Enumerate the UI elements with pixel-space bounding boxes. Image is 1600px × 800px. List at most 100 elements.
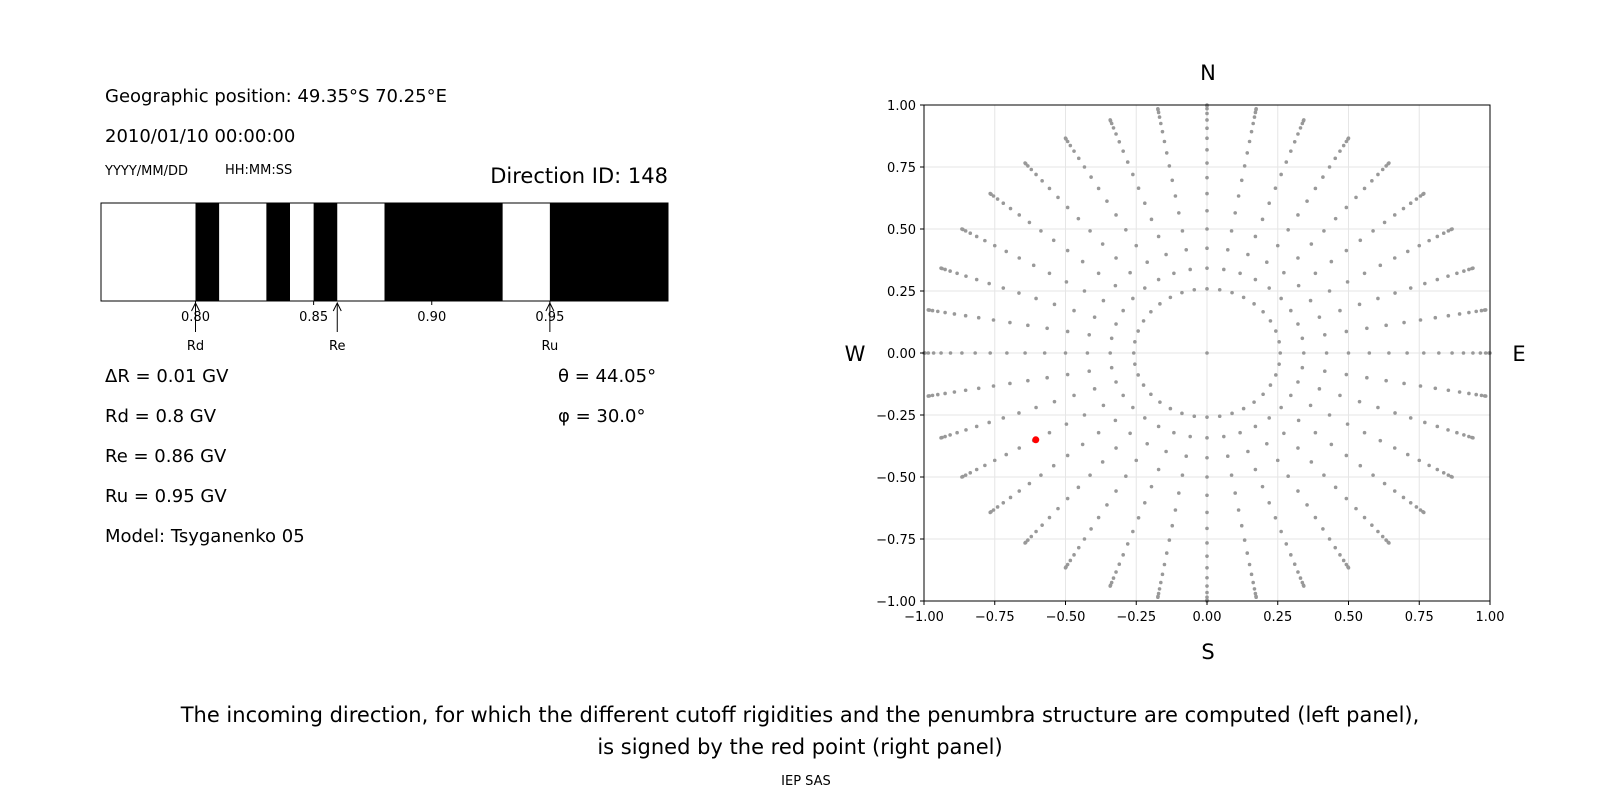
direction-point — [955, 430, 959, 435]
direction-point — [1289, 149, 1293, 153]
x-tick-label: 0.75 — [1405, 610, 1434, 625]
direction-point — [1222, 267, 1226, 272]
direction-point — [1305, 503, 1309, 507]
direction-point — [1427, 238, 1431, 243]
direction-point — [1023, 351, 1027, 355]
direction-point — [1309, 460, 1314, 464]
direction-point — [1180, 290, 1184, 295]
direction-point — [1125, 160, 1130, 164]
direction-point — [1405, 452, 1410, 457]
direction-point — [1300, 365, 1305, 370]
direction-point — [1333, 156, 1338, 161]
direction-point — [1236, 508, 1241, 512]
direction-point — [1376, 172, 1380, 177]
direction-point — [976, 315, 981, 320]
direction-point — [1117, 562, 1122, 567]
direction-point — [1417, 243, 1422, 248]
marker-arrowhead — [191, 301, 200, 312]
direction-point — [1004, 452, 1009, 457]
direction-point — [1392, 213, 1397, 217]
direction-point — [1076, 485, 1081, 490]
direction-point — [1279, 296, 1283, 301]
direction-point — [1096, 430, 1101, 435]
direction-point — [1164, 151, 1169, 155]
south-label: S — [1201, 640, 1214, 664]
direction-point — [976, 386, 981, 391]
direction-point — [1405, 249, 1410, 254]
direction-point — [1344, 329, 1349, 334]
y-tick-label: −0.25 — [876, 409, 916, 424]
direction-point — [1001, 286, 1006, 290]
direction-point — [1072, 149, 1076, 153]
direction-point — [1114, 132, 1118, 136]
direction-point — [1136, 515, 1141, 520]
direction-point — [926, 351, 931, 355]
direction-point — [1376, 529, 1380, 534]
direction-point — [1357, 302, 1362, 307]
direction-point — [1393, 411, 1397, 415]
direction-point — [1450, 227, 1454, 231]
direction-point — [1017, 213, 1022, 217]
direction-point — [1324, 351, 1329, 355]
direction-point — [988, 351, 993, 355]
direction-point — [1249, 129, 1254, 134]
direction-point — [1192, 414, 1197, 419]
direction-point — [1205, 415, 1209, 419]
direction-point — [1273, 515, 1278, 520]
direction-point — [1017, 411, 1021, 415]
direction-point — [1008, 206, 1013, 211]
direction-point — [1029, 167, 1034, 172]
direction-point — [1233, 211, 1237, 215]
direction-point — [1313, 186, 1318, 191]
direction-point — [1114, 446, 1118, 450]
direction-point — [1479, 308, 1484, 313]
direction-point — [1063, 565, 1068, 570]
direction-point — [1261, 309, 1265, 314]
marker-arrowhead — [545, 301, 555, 312]
direction-point — [1205, 565, 1209, 570]
direction-point — [1427, 463, 1431, 468]
direction-point — [1230, 411, 1234, 416]
direction-point — [1308, 298, 1313, 303]
direction-point — [992, 458, 997, 463]
direction-point — [1260, 217, 1265, 222]
direction-point — [1149, 484, 1154, 489]
direction-point — [963, 229, 968, 233]
direction-point — [1184, 247, 1189, 252]
direction-point — [1068, 558, 1073, 563]
direction-point — [939, 266, 943, 270]
direction-point — [1358, 238, 1363, 243]
direction-point — [960, 227, 964, 231]
direction-point — [948, 269, 952, 273]
direction-point — [1329, 442, 1334, 447]
direction-point — [1142, 416, 1147, 420]
direction-point — [1382, 220, 1387, 225]
penumbra-tick-label: 0.85 — [299, 310, 328, 325]
direction-point — [1384, 378, 1388, 383]
direction-point — [1298, 126, 1303, 130]
east-label: E — [1512, 342, 1525, 366]
direction-point — [1017, 446, 1022, 450]
direction-point — [1268, 383, 1273, 387]
direction-point — [1117, 139, 1122, 144]
direction-point — [1205, 106, 1209, 111]
direction-point — [1327, 413, 1332, 417]
direction-point — [1380, 534, 1385, 539]
direction-point — [1362, 430, 1367, 435]
direction-point — [1483, 351, 1488, 355]
direction-point — [1230, 290, 1234, 295]
direction-point — [1217, 287, 1222, 292]
direction-point — [1344, 205, 1349, 210]
direction-point — [1277, 340, 1281, 344]
direction-point — [1292, 562, 1297, 567]
direction-point — [1338, 393, 1342, 398]
direction-point — [1251, 121, 1255, 126]
direction-point — [1121, 553, 1125, 557]
direction-point — [1034, 529, 1038, 534]
direction-point — [1072, 553, 1076, 557]
x-tick-label: 0.25 — [1263, 610, 1292, 625]
selected-direction-point — [1032, 436, 1040, 444]
direction-point — [1246, 252, 1250, 257]
direction-point — [1088, 229, 1092, 233]
direction-point — [1345, 280, 1350, 284]
